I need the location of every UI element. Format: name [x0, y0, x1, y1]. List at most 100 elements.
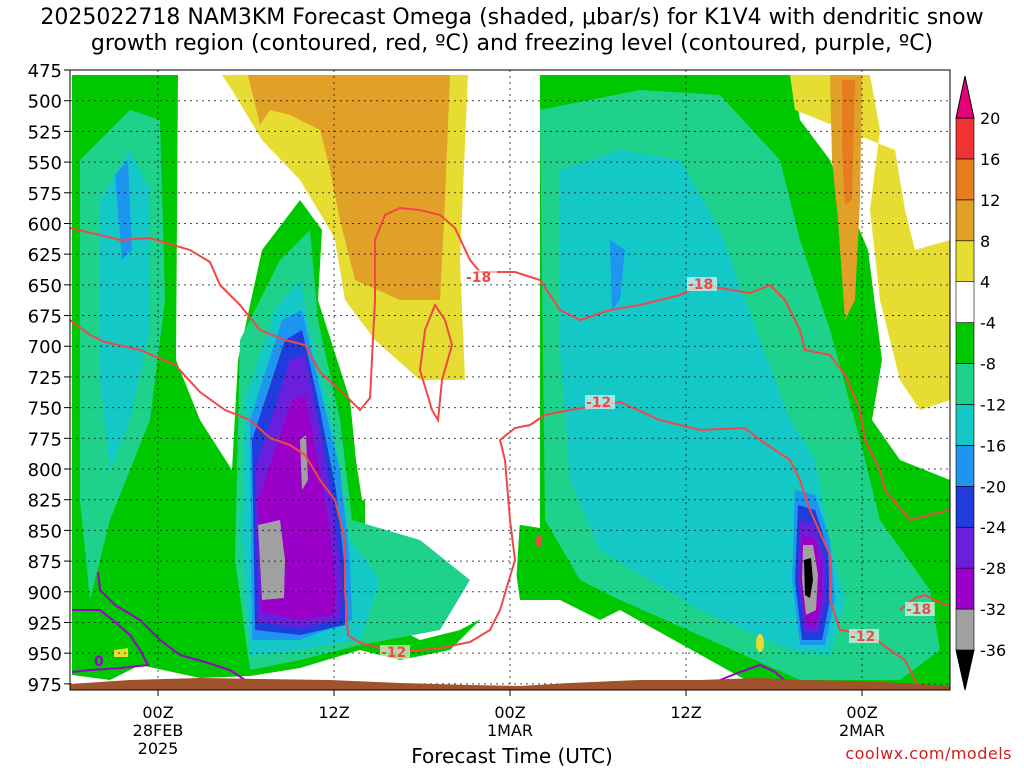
- contour-label: 0: [94, 654, 104, 670]
- y-tick-label: 475: [28, 61, 62, 82]
- terrain-ground: [70, 678, 950, 690]
- y-tick-label: 600: [28, 214, 62, 235]
- omega-region-orange: [842, 80, 855, 205]
- y-tick-label: 750: [28, 399, 62, 420]
- dendritic-contour-right-lower: [899, 593, 950, 611]
- omega-region-lightblue-3: [610, 240, 625, 310]
- omega-region-gold: [248, 75, 450, 300]
- contour-label: -12: [586, 395, 611, 411]
- colorbar-arrow-high: [955, 75, 975, 119]
- colorbar-swatch: [955, 608, 975, 651]
- colorbar-arrow-low: [955, 649, 975, 691]
- colorbar-label: -36: [980, 641, 1006, 660]
- omega-region-yellow-spot: [114, 648, 128, 657]
- x-tick-label: 00Z: [494, 703, 525, 722]
- y-tick-label: 950: [28, 644, 62, 665]
- omega-region-black: [804, 558, 813, 598]
- omega-region-cyan: [100, 150, 150, 470]
- x-tick-label: 00Z: [846, 703, 877, 722]
- contour-labels: -18 -18 -12 -12 -12 -18 0: [94, 270, 935, 670]
- y-tick-label: 700: [28, 337, 62, 358]
- colorbar-swatch: [955, 281, 975, 323]
- y-tick-label: 500: [28, 92, 62, 113]
- colorbar-label: 4: [980, 273, 990, 292]
- y-tick-label: 725: [28, 368, 62, 389]
- colorbar-swatch: [955, 240, 975, 282]
- colorbar-swatch: [955, 486, 975, 528]
- omega-region-yellow-spot-2: [756, 634, 764, 652]
- x-tick-label: 2025: [138, 739, 179, 758]
- dendritic-contour-lower: [70, 319, 921, 690]
- y-tick-label: 650: [28, 276, 62, 297]
- plot-area: [70, 70, 950, 690]
- omega-region-gray-2: [300, 435, 308, 490]
- y-tick-label: 550: [28, 153, 62, 174]
- x-tick-label: 12Z: [318, 703, 349, 722]
- colorbar-swatch: [955, 199, 975, 242]
- x-tick-label: 28FEB: [133, 721, 184, 740]
- colorbar-swatch: [955, 404, 975, 446]
- dendritic-contours: [70, 206, 950, 690]
- y-tick-label: 925: [28, 613, 62, 634]
- colorbar-label: -4: [980, 314, 996, 333]
- colorbar-label: -24: [980, 518, 1006, 537]
- freezing-contour-left-2: [71, 609, 150, 673]
- colorbar-label: -16: [980, 436, 1006, 455]
- y-tick-label: 775: [28, 429, 62, 450]
- colorbar-swatch: [955, 322, 975, 364]
- y-tick-label: 800: [28, 460, 62, 481]
- colorbar-swatch: [955, 445, 975, 487]
- colorbar-label: -28: [980, 559, 1006, 578]
- colorbar-swatch: [955, 567, 975, 610]
- colorbar-label: 16: [980, 150, 1000, 169]
- y-tick-label: 575: [28, 184, 62, 205]
- omega-region-cyan-3: [560, 150, 845, 655]
- y-tick-label: 625: [28, 245, 62, 266]
- freezing-contour-right: [719, 663, 791, 686]
- colorbar-label: -20: [980, 477, 1006, 496]
- y-tick-label: 875: [28, 552, 62, 573]
- colorbar-label: 20: [980, 109, 1000, 128]
- y-tick-label: 825: [28, 491, 62, 512]
- contour-label: -12: [381, 645, 406, 661]
- freezing-contour-left: [97, 571, 246, 681]
- y-axis: 475 500 525 550 575 600 625 650 675 700 725 750 775 8…: [28, 61, 70, 696]
- colorbar-label: 8: [980, 232, 990, 251]
- colorbar-swatch: [955, 158, 975, 201]
- contour-label: -18: [466, 270, 491, 286]
- contour-label: -18: [688, 277, 713, 293]
- freezing-contours: [71, 571, 791, 686]
- contour-label: -12: [850, 629, 875, 645]
- chart-title-line-1: 2025022718 NAM3KM Forecast Omega (shaded…: [40, 5, 984, 30]
- dendritic-contour-spot: [536, 535, 542, 547]
- colorbar-label: -32: [980, 600, 1006, 619]
- omega-shading: [72, 75, 950, 690]
- dendritic-contour-upper: [70, 206, 950, 522]
- omega-region-gray: [258, 520, 285, 600]
- x-tick-label: 12Z: [670, 703, 701, 722]
- y-tick-label: 900: [28, 583, 62, 604]
- colorbar-label: 12: [980, 191, 1000, 210]
- chart-title-line-2: growth region (contoured, red, ºC) and f…: [90, 31, 934, 56]
- colorbar-swatch: [955, 363, 975, 405]
- source-credit: coolwx.com/models: [845, 744, 1012, 763]
- omega-region-lightblue: [115, 160, 132, 260]
- colorbar-label: -8: [980, 355, 996, 374]
- colorbar-label: -12: [980, 395, 1006, 414]
- omega-region-yellow-2: [790, 75, 950, 410]
- contour-label: -18: [906, 602, 931, 618]
- y-tick-label: 975: [28, 675, 62, 696]
- x-tick-label: 00Z: [142, 703, 173, 722]
- y-tick-label: 525: [28, 122, 62, 143]
- x-tick-label: 1MAR: [487, 721, 533, 740]
- y-tick-label: 675: [28, 307, 62, 328]
- x-tick-label: 2MAR: [839, 721, 885, 740]
- dendritic-contour-bubble: [418, 302, 454, 424]
- colorbar: -36 -32 -28 -24 -20 -16 -12 -8 -4 4 8 12 16 20: [955, 75, 1006, 691]
- colorbar-swatch: [955, 117, 975, 160]
- y-tick-label: 850: [28, 521, 62, 542]
- colorbar-swatch: [955, 526, 975, 569]
- x-axis-label: Forecast Time (UTC): [411, 744, 613, 768]
